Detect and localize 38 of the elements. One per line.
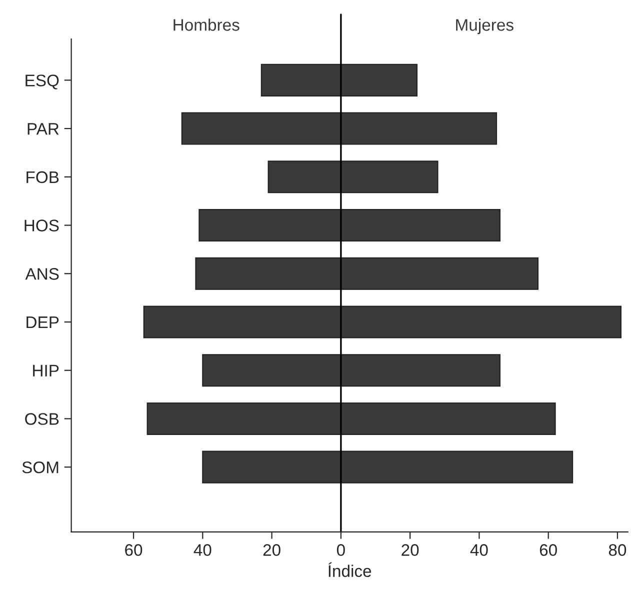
bar (340, 354, 500, 387)
bar (202, 354, 342, 387)
bar (340, 450, 574, 484)
y-tick-label: ANS (25, 268, 59, 280)
bar (340, 208, 500, 242)
x-tick-label: 40 (194, 544, 212, 556)
x-axis-title: Índice (328, 562, 372, 578)
bar (143, 306, 342, 338)
bar (146, 402, 342, 435)
y-tick-label: OSB (25, 413, 59, 425)
y-tick-label: DEP (26, 316, 59, 328)
x-tick-label: 80 (608, 544, 626, 556)
bar (195, 257, 342, 290)
x-tick-label: 20 (263, 544, 280, 556)
text: Mujeres (456, 18, 514, 34)
bar (268, 160, 342, 194)
bar (198, 208, 342, 242)
bar (340, 257, 539, 290)
y-tick-label: FOB (26, 171, 59, 184)
bar (340, 402, 556, 435)
bar (340, 160, 438, 194)
y-tick-label: PAR (28, 123, 59, 135)
bar (202, 450, 342, 484)
y-tick-label: HIP (33, 364, 59, 376)
bar (340, 112, 498, 145)
bar (260, 64, 342, 96)
x-tick-label: 20 (402, 544, 419, 556)
y-tick-label: HOS (24, 220, 59, 232)
x-tick-label: 60 (540, 544, 557, 556)
x-tick-label: 40 (470, 544, 488, 556)
bar (340, 64, 418, 96)
x-tick-label: 0 (336, 544, 345, 556)
x-tick-label: 60 (125, 544, 142, 556)
bar (340, 306, 622, 338)
y-tick-label: ESQ (26, 74, 59, 90)
bar (181, 112, 342, 145)
y-tick-label: SOM (22, 461, 58, 474)
text: Hombres (174, 18, 240, 31)
